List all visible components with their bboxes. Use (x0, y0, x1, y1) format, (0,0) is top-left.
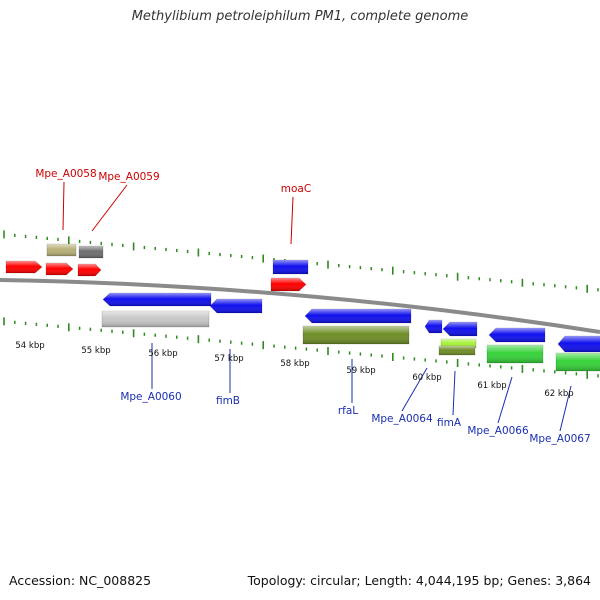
gene-arrow-shading (305, 309, 411, 323)
scale-label: 62 kbp (544, 389, 573, 399)
gene-arrow-shading (558, 336, 600, 352)
gene-arrow-shading (303, 326, 409, 344)
gene-arrow-shading (273, 260, 308, 274)
genome-backbone (0, 278, 600, 334)
gene-label[interactable]: Mpe_A0067 (529, 433, 590, 445)
gene-label[interactable]: Mpe_A0066 (467, 425, 529, 437)
callout-line (497, 376, 513, 424)
gene-label[interactable]: rfaL (338, 405, 358, 417)
gene-arrow-shading (79, 246, 103, 258)
gene-label[interactable]: Mpe_A0060 (120, 391, 181, 403)
scale-label: 58 kbp (280, 359, 309, 369)
gene-arrow-shading (439, 346, 475, 355)
gene-arrow-shading (210, 299, 262, 313)
callout-line (452, 370, 456, 416)
scale-label: 60 kbp (412, 373, 441, 383)
gene-label[interactable]: fimA (437, 417, 462, 429)
gene-arrow-shading (441, 339, 476, 348)
gene-arrow-shading (6, 261, 42, 273)
gene-label[interactable]: Mpe_A0059 (98, 171, 159, 183)
accession-text: Accession: NC_008825 (9, 573, 152, 588)
scale-labels: 54 kbp 55 kbp 56 kbp 57 kbp 58 kbp 59 kbp 60 k… (15, 341, 573, 399)
callout-line (290, 196, 294, 245)
tick-marks (3, 230, 599, 379)
map-title: Methylibium petroleiphilum PM1, complete… (131, 9, 469, 24)
gene-arrow-shading (47, 244, 76, 256)
scale-label: 61 kbp (477, 381, 506, 391)
gene-arrow-shading (489, 328, 545, 342)
gene-label[interactable]: fimB (216, 395, 240, 407)
scale-label: 55 kbp (81, 346, 110, 356)
scale-label: 54 kbp (15, 341, 44, 351)
gene-arrow-shading (46, 263, 73, 275)
callout-line (62, 181, 65, 231)
gene-arrow-shading (556, 353, 600, 371)
gene-arrow-shading (425, 320, 442, 333)
scale-label: 57 kbp (214, 354, 243, 364)
genome-summary: Topology: circular; Length: 4,044,195 bp… (247, 573, 591, 588)
gene-label[interactable]: Mpe_A0058 (35, 168, 96, 180)
gene-arrow-shading (443, 322, 477, 336)
gene-arrow-shading (487, 345, 543, 363)
gene-callouts: Mpe_A0058 Mpe_A0059 moaC Mpe_A0060 fimB rfaL M… (35, 168, 590, 445)
callout-line (559, 385, 572, 432)
gene-features (5, 243, 600, 372)
gene-label[interactable]: moaC (281, 183, 311, 195)
scale-label: 59 kbp (346, 366, 375, 376)
gene-arrow-shading (103, 293, 211, 306)
callout-line (401, 367, 428, 412)
gene-arrow-shading (271, 278, 306, 291)
gene-arrow-shading (102, 311, 209, 327)
scale-label: 56 kbp (148, 349, 177, 359)
gene-label[interactable]: Mpe_A0064 (371, 413, 433, 425)
callout-line (91, 184, 128, 232)
gene-arrow-shading (78, 264, 101, 276)
